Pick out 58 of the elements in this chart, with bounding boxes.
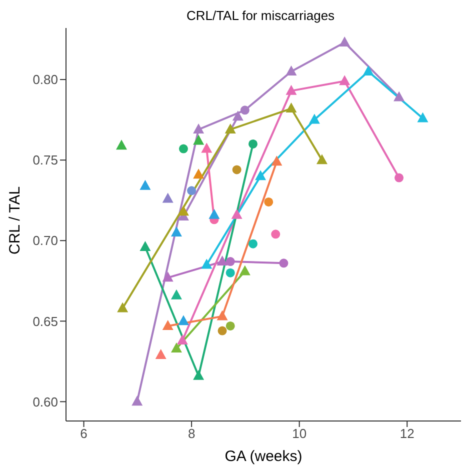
x-axis-title: GA (weeks)	[224, 448, 302, 465]
point	[155, 348, 166, 359]
point	[226, 268, 235, 278]
point	[176, 334, 188, 344]
point	[140, 241, 151, 252]
point	[132, 396, 143, 406]
x-tick-label: 10	[292, 426, 307, 442]
point	[178, 144, 188, 154]
point	[201, 258, 212, 269]
y-tick-label: 0.60	[32, 394, 58, 410]
point	[224, 123, 236, 134]
point	[362, 65, 374, 76]
chart-title: CRL/TAL for miscarriages	[185, 8, 336, 24]
x-tick-label: 8	[188, 426, 196, 442]
y-tick-label: 0.80	[32, 72, 58, 88]
point	[162, 320, 174, 330]
point	[271, 230, 280, 239]
point	[162, 272, 174, 282]
point	[417, 112, 428, 122]
point	[248, 239, 258, 248]
point	[170, 226, 182, 237]
point	[286, 84, 297, 95]
point	[286, 102, 297, 113]
y-axis-title: CRL / TAL	[6, 186, 24, 254]
point	[116, 140, 128, 150]
point	[255, 170, 266, 180]
y-tick-label: 0.75	[32, 152, 58, 168]
point	[187, 186, 196, 196]
point	[226, 321, 235, 330]
point	[178, 315, 189, 326]
point	[231, 208, 242, 219]
point	[286, 65, 297, 76]
y-tick-label: 0.70	[32, 233, 58, 248]
point	[208, 208, 220, 219]
point	[193, 123, 204, 134]
point	[216, 310, 228, 320]
point	[218, 326, 227, 336]
point	[193, 134, 204, 145]
point	[140, 180, 151, 190]
x-tick-label: 12	[400, 426, 414, 442]
point	[279, 258, 288, 268]
point	[271, 156, 282, 166]
x-tick-label: 6	[80, 426, 88, 442]
point	[170, 289, 182, 300]
point	[226, 257, 235, 266]
point	[308, 114, 320, 124]
point	[339, 36, 350, 46]
point	[193, 168, 204, 179]
point	[264, 197, 274, 206]
point	[193, 370, 204, 380]
point	[394, 91, 405, 102]
y-tick-label: 0.65	[32, 314, 58, 329]
point	[216, 256, 228, 266]
point	[316, 154, 328, 164]
point	[232, 165, 242, 174]
point	[117, 302, 128, 312]
point	[339, 75, 350, 86]
point	[162, 192, 174, 203]
